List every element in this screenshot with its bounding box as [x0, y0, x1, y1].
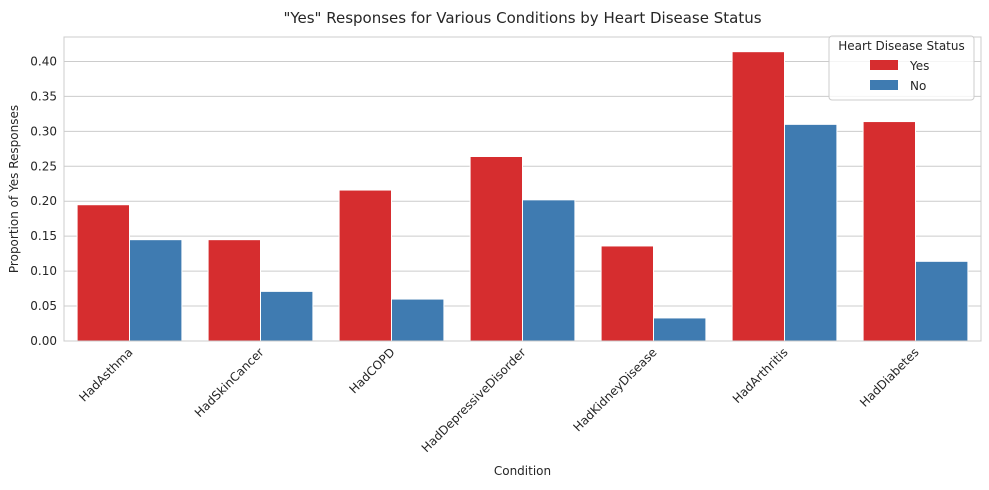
y-tick-label: 0.40 [30, 54, 57, 68]
x-tick-label: HadCOPD [346, 345, 397, 396]
x-tick-label: HadKidneyDisease [570, 345, 659, 434]
legend-box [828, 35, 975, 101]
y-tick-label: 0.10 [30, 264, 57, 278]
y-axis-ticks: 0.00 0.05 0.10 0.15 0.20 0.25 0.30 0.35 0.40 [30, 54, 57, 348]
x-tick-label: HadArthritis [730, 345, 791, 406]
y-tick-label: 0.15 [30, 229, 57, 243]
bar-no-hadarthritis [784, 123, 838, 342]
chart-title: "Yes" Responses for Various Conditions b… [283, 9, 761, 27]
y-tick-label: 0.30 [30, 124, 57, 138]
bar-yes-hadcopd [338, 189, 393, 342]
bar-yes-hadskincancer [207, 239, 262, 342]
bar-no-hadkidneydisease [653, 317, 707, 342]
bar-yes-haddiabetes [862, 121, 916, 342]
x-tick-label: HadDepressiveDisorder [419, 345, 529, 455]
legend-swatch-yes [870, 60, 898, 70]
bar-no-hadskincancer [260, 290, 314, 342]
legend-swatch-no [870, 80, 898, 90]
legend: Heart Disease Status Yes No [828, 35, 975, 101]
bar-no-hadasthma [129, 239, 183, 342]
legend-title: Heart Disease Status [838, 39, 964, 53]
bars [76, 51, 969, 342]
bar-no-hadcopd [391, 298, 445, 342]
y-tick-label: 0.35 [30, 89, 57, 103]
y-tick-label: 0.05 [30, 299, 57, 313]
bar-yes-haddepressivedisorder [469, 156, 524, 342]
x-axis-ticks: HadAsthma HadSkinCancer HadCOPD HadDepressi… [76, 345, 921, 455]
x-tick-label: HadAsthma [76, 345, 135, 404]
plot-frame [63, 36, 982, 342]
bar-yes-hadarthritis [731, 51, 785, 342]
x-tick-label: HadSkinCancer [192, 345, 267, 420]
y-tick-label: 0.00 [30, 334, 57, 348]
y-axis-label: Proportion of Yes Responses [7, 105, 21, 273]
bar-yes-hadasthma [76, 204, 130, 342]
bar-no-haddiabetes [915, 260, 969, 342]
y-tick-label: 0.25 [30, 159, 57, 173]
legend-label-no: No [910, 79, 926, 93]
x-tick-label: HadDiabetes [857, 345, 922, 410]
legend-label-yes: Yes [909, 59, 929, 73]
bar-no-haddepressivedisorder [522, 199, 576, 342]
x-axis-label: Condition [494, 464, 551, 478]
y-tick-label: 0.20 [30, 194, 57, 208]
bar-yes-hadkidneydisease [600, 245, 654, 342]
